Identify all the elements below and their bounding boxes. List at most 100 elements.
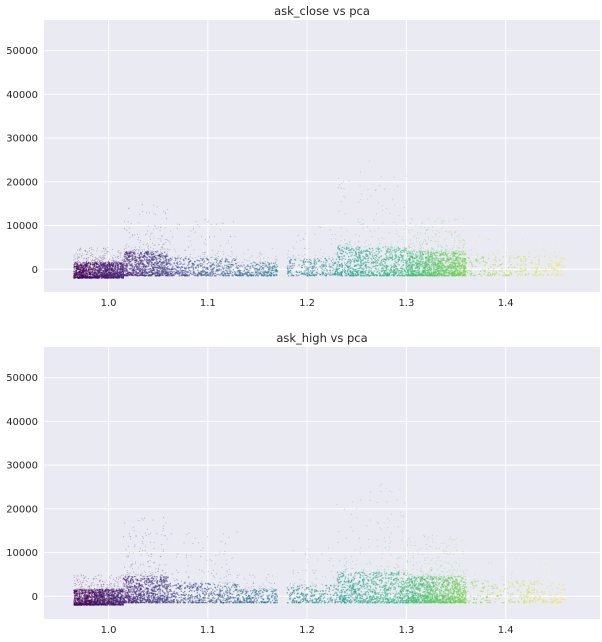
scatter-point bbox=[95, 273, 98, 275]
scatter-point bbox=[102, 265, 105, 267]
scatter-point bbox=[203, 255, 205, 258]
scatter-point bbox=[327, 272, 330, 274]
scatter-point bbox=[392, 199, 394, 201]
scatter-point bbox=[404, 228, 406, 230]
scatter-point bbox=[349, 262, 352, 265]
scatter-point bbox=[446, 248, 448, 250]
scatter-point bbox=[85, 260, 88, 263]
scatter-point bbox=[161, 274, 164, 276]
scatter-point bbox=[75, 270, 77, 273]
scatter-point bbox=[305, 269, 308, 271]
scatter-point bbox=[123, 220, 126, 222]
scatter-point bbox=[356, 248, 358, 251]
scatter-point bbox=[151, 251, 153, 253]
scatter-point bbox=[95, 258, 97, 260]
scatter-point bbox=[404, 275, 406, 277]
scatter-point bbox=[102, 261, 104, 263]
scatter-point bbox=[147, 252, 149, 255]
scatter-point bbox=[338, 210, 340, 212]
scatter-point bbox=[77, 268, 79, 270]
scatter-point bbox=[366, 273, 368, 276]
scatter-point bbox=[151, 266, 154, 269]
scatter-point bbox=[376, 246, 378, 248]
scatter-point bbox=[244, 267, 247, 269]
scatter-point bbox=[458, 225, 461, 228]
scatter-point bbox=[217, 251, 220, 253]
scatter-point bbox=[301, 264, 304, 267]
scatter-point bbox=[176, 228, 178, 230]
scatter-point bbox=[243, 273, 245, 275]
scatter-point bbox=[266, 272, 268, 274]
scatter-point bbox=[382, 209, 384, 211]
scatter-point bbox=[135, 250, 137, 252]
scatter-point bbox=[350, 260, 353, 262]
scatter-point bbox=[141, 260, 143, 263]
scatter-point bbox=[324, 275, 327, 277]
scatter-point bbox=[340, 239, 342, 242]
scatter-point bbox=[131, 235, 133, 237]
scatter-point bbox=[203, 252, 206, 254]
scatter-point bbox=[124, 248, 126, 250]
scatter-point bbox=[397, 241, 399, 243]
scatter-point bbox=[339, 250, 342, 252]
scatter-point bbox=[106, 262, 109, 264]
scatter-point bbox=[383, 266, 385, 268]
scatter-point bbox=[85, 250, 87, 252]
scatter-point bbox=[249, 265, 251, 268]
scatter-point bbox=[99, 260, 101, 262]
scatter-point bbox=[436, 255, 438, 257]
scatter-point bbox=[151, 259, 154, 261]
scatter-point bbox=[360, 264, 363, 266]
scatter-point bbox=[364, 253, 367, 255]
scatter-point bbox=[121, 260, 124, 262]
scatter-point bbox=[364, 242, 366, 244]
scatter-point bbox=[117, 250, 119, 253]
scatter-point bbox=[354, 243, 356, 245]
scatter-point bbox=[374, 254, 377, 257]
scatter-point bbox=[86, 263, 88, 265]
scatter-point bbox=[395, 248, 398, 250]
scatter-point bbox=[102, 255, 104, 257]
scatter-point bbox=[140, 270, 142, 272]
scatter-point bbox=[150, 246, 152, 248]
scatter-point bbox=[113, 273, 116, 276]
scatter-point bbox=[170, 263, 172, 266]
scatter-point bbox=[344, 274, 346, 277]
scatter-point bbox=[303, 247, 306, 249]
scatter-point bbox=[259, 252, 261, 254]
scatter-point bbox=[331, 233, 333, 235]
scatter-point bbox=[146, 233, 148, 235]
scatter-point bbox=[161, 235, 163, 237]
scatter-point bbox=[96, 250, 98, 252]
scatter-point bbox=[296, 274, 298, 277]
scatter-point bbox=[453, 246, 455, 248]
scatter-point bbox=[373, 261, 376, 264]
scatter-point bbox=[127, 221, 129, 223]
scatter-point bbox=[320, 257, 322, 259]
scatter-point bbox=[132, 268, 134, 271]
scatter-point bbox=[377, 238, 380, 240]
scatter-point bbox=[90, 247, 92, 249]
scatter-point bbox=[167, 272, 169, 274]
scatter-point bbox=[367, 244, 369, 246]
scatter-point bbox=[88, 272, 90, 274]
scatter-point bbox=[355, 247, 357, 250]
scatter-point bbox=[371, 271, 374, 273]
scatter-point bbox=[108, 274, 111, 277]
scatter-point bbox=[162, 257, 165, 260]
scatter-point bbox=[106, 250, 108, 252]
scatter-point bbox=[384, 187, 386, 189]
scatter-point bbox=[158, 244, 160, 246]
scatter-point bbox=[85, 264, 87, 267]
scatter-point bbox=[147, 262, 149, 265]
scatter-point bbox=[385, 265, 388, 268]
scatter-point bbox=[275, 264, 278, 266]
scatter-point bbox=[127, 272, 129, 275]
scatter-point bbox=[307, 270, 310, 272]
scatter-point bbox=[110, 264, 113, 267]
scatter-point bbox=[298, 257, 300, 259]
scatter-point bbox=[366, 226, 368, 228]
scatter-point bbox=[359, 221, 361, 223]
scatter-point bbox=[125, 245, 127, 247]
scatter-point bbox=[298, 235, 300, 237]
